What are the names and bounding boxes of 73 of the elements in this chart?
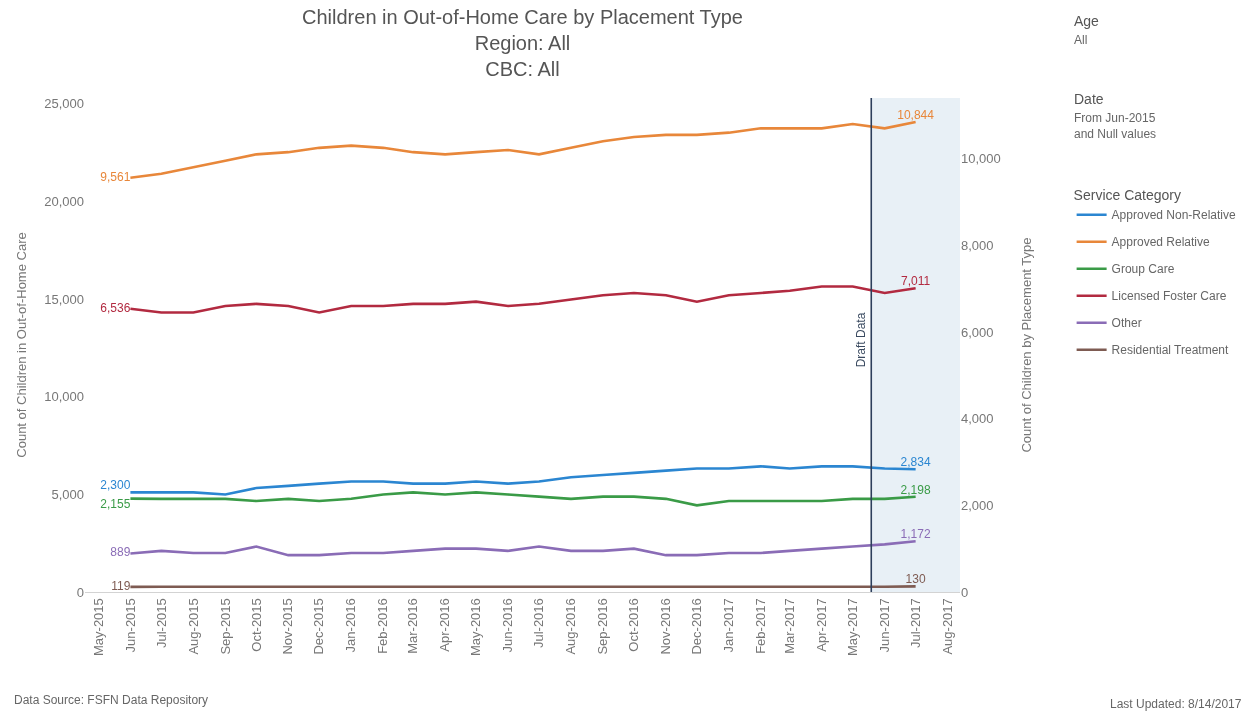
legend-title: Service Category [1073, 187, 1182, 204]
data-label: 7,011 [901, 274, 931, 289]
text: Date [1074, 91, 1104, 107]
x-tick-label: Dec-2016 [689, 598, 705, 655]
x-tick-label: Jan-2016 [343, 598, 359, 653]
legend-label: Licensed Foster Care [1111, 289, 1227, 304]
x-tick-label: Feb-2016 [375, 598, 391, 654]
y2-tick-label: 6,000 [961, 324, 994, 340]
text: Age [1074, 13, 1100, 29]
y-tick-label: 10,000 [44, 389, 84, 405]
x-tick-label: Mar-2017 [781, 598, 797, 654]
x-tick-label: Oct-2016 [626, 598, 642, 652]
line-series [129, 120, 917, 179]
x-tick-label: Jun-2015 [122, 598, 138, 653]
chart-subtitle: Region: All CBC: All [474, 32, 571, 80]
source-note: Data Source: FSFN Data Repository [14, 693, 209, 707]
data-label: 9,561 [100, 169, 131, 184]
x-tick-label: Jun-2016 [500, 598, 516, 653]
text: From Jun-2015 and Null values [1074, 111, 1157, 141]
y-axis-title: Count of Children in Out-of-Home Care [14, 232, 30, 458]
y2-axis-title: Count of Children by Placement Type [1019, 237, 1035, 453]
ref-line-label: Draft Data [854, 312, 869, 368]
x-tick-label: May-2015 [90, 598, 106, 657]
chart-title: Children in Out-of-Home Care by Placement Type [302, 6, 743, 28]
data-label: 130 [905, 572, 926, 587]
y-tick-label: 20,000 [44, 194, 84, 210]
x-tick-label: Oct-2015 [248, 598, 264, 652]
x-tick-label: Nov-2015 [280, 598, 296, 655]
data-label: 2,300 [100, 478, 131, 493]
x-tick-label: Jul-2016 [531, 598, 547, 649]
y-tick-label: 5,000 [51, 486, 84, 502]
legend-label: Other [1111, 316, 1142, 331]
x-tick-label: Aug-2016 [563, 598, 579, 655]
x-tick-label: Jan-2017 [721, 598, 737, 653]
line-series [129, 539, 917, 557]
y2-tick-label: 8,000 [961, 237, 994, 253]
x-tick-label: Aug-2017 [939, 598, 955, 655]
x-tick-label: Feb-2017 [753, 598, 769, 654]
legend-label: Approved Non-Relative [1111, 208, 1237, 223]
y2-tick-label: 0 [961, 584, 969, 600]
data-label: 6,536 [100, 300, 131, 315]
x-tick-label: Apr-2017 [813, 598, 829, 652]
x-tick-label: May-2017 [844, 598, 860, 657]
y2-tick-label: 4,000 [961, 411, 994, 427]
y2-tick-label: 10,000 [961, 151, 1001, 167]
x-tick-label: Apr-2016 [437, 598, 453, 652]
x-tick-label: Jun-2017 [876, 598, 892, 653]
data-label: 10,844 [897, 108, 935, 123]
x-tick-label: Nov-2016 [658, 598, 674, 655]
x-tick-label: Dec-2015 [311, 598, 327, 655]
x-tick-label: Sep-2016 [595, 598, 611, 655]
text: Last Updated: 8/14/2017 [1110, 697, 1242, 711]
x-tick-label: Aug-2015 [185, 598, 201, 655]
x-tick-label: Sep-2015 [217, 598, 233, 655]
data-label: 2,834 [900, 455, 931, 470]
legend-label: Residential Treatment [1111, 343, 1230, 358]
x-tick-label: Jul-2017 [907, 598, 923, 649]
y-tick-label: 0 [76, 584, 84, 600]
x-tick-label: Jul-2015 [153, 598, 169, 649]
line-series [129, 285, 917, 314]
x-tick-label: May-2016 [468, 598, 484, 657]
legend-label: Approved Relative [1111, 235, 1210, 250]
y-tick-label: 25,000 [44, 96, 84, 112]
data-label: 889 [110, 545, 131, 560]
y-tick-label: 15,000 [44, 291, 84, 307]
data-label: 2,155 [100, 496, 131, 511]
x-tick-label: Mar-2016 [405, 598, 421, 654]
y2-tick-label: 2,000 [961, 497, 994, 513]
text: All [1074, 33, 1088, 47]
data-label: 1,172 [900, 527, 931, 542]
data-label: 119 [111, 578, 131, 593]
legend-label: Group Care [1111, 262, 1175, 277]
data-label: 2,198 [900, 482, 931, 497]
